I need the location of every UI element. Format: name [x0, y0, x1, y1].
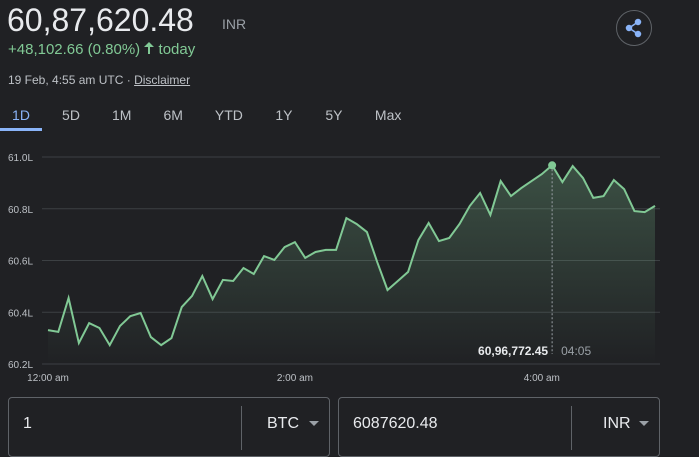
y-tick-label: 60.4L	[8, 308, 33, 319]
timestamp-row: 19 Feb, 4:55 am UTC · Disclaimer	[8, 73, 190, 87]
dropdown-arrow	[309, 421, 319, 426]
y-tick-label: 60.2L	[8, 360, 33, 371]
timestamp: 19 Feb, 4:55 am UTC	[8, 73, 124, 87]
change-value: +48,102.66 (0.80%)	[8, 41, 141, 58]
range-tab[interactable]: 1Y	[275, 107, 293, 123]
x-tick-label: 2:00 am	[277, 373, 313, 384]
range-tab[interactable]: YTD	[214, 107, 243, 123]
amount: 1	[23, 415, 32, 432]
change-period: today	[158, 41, 196, 58]
divider	[241, 406, 242, 450]
result-input[interactable]: 6087620.48 INR	[338, 397, 660, 457]
range-tab[interactable]: 1D	[0, 106, 42, 131]
share-icon	[625, 18, 642, 38]
currency: INR	[222, 16, 247, 32]
disclaimer-link[interactable]: Disclaimer	[134, 73, 191, 87]
separator: ·	[126, 73, 131, 87]
chart: 60.2L 60.4L 60.6L 60.8L 61.0L 12:00 am 2:00 am…	[8, 153, 660, 384]
amount-input[interactable]: 1 BTC	[8, 397, 330, 457]
x-tick-label: 4:00 am	[524, 373, 560, 384]
tooltip-time: 04:05	[561, 344, 591, 358]
range-tab[interactable]: Max	[374, 107, 402, 123]
dropdown-arrow	[639, 421, 649, 426]
range-tab[interactable]: 1M	[112, 107, 132, 123]
range-tabs: 1D 5D 1M 6M YTD 1Y 5Y Max	[0, 106, 421, 131]
y-tick-label: 61.0L	[8, 153, 33, 164]
y-tick-label: 60.8L	[8, 205, 33, 216]
hover-dot	[548, 161, 557, 170]
page: 60,87,620.48 INR +48,102.66 (0.80%) toda…	[0, 2, 660, 457]
result: 6087620.48	[353, 415, 438, 432]
price: 60,87,620.48	[7, 2, 194, 38]
from-currency[interactable]: BTC	[267, 415, 299, 432]
divider	[571, 406, 572, 450]
up-arrow	[144, 42, 155, 54]
tooltip-value: 60,96,772.45	[478, 344, 548, 358]
change: +48,102.66 (0.80%) today	[8, 41, 195, 58]
y-tick-label: 60.6L	[8, 257, 33, 268]
range-tab[interactable]: 5Y	[325, 107, 343, 123]
range-tab[interactable]: 5D	[62, 107, 80, 123]
area-fill	[48, 165, 655, 364]
share-button[interactable]	[616, 10, 652, 46]
range-tab[interactable]: 6M	[163, 107, 183, 123]
to-currency[interactable]: INR	[603, 415, 631, 432]
x-tick-label: 12:00 am	[27, 373, 69, 384]
